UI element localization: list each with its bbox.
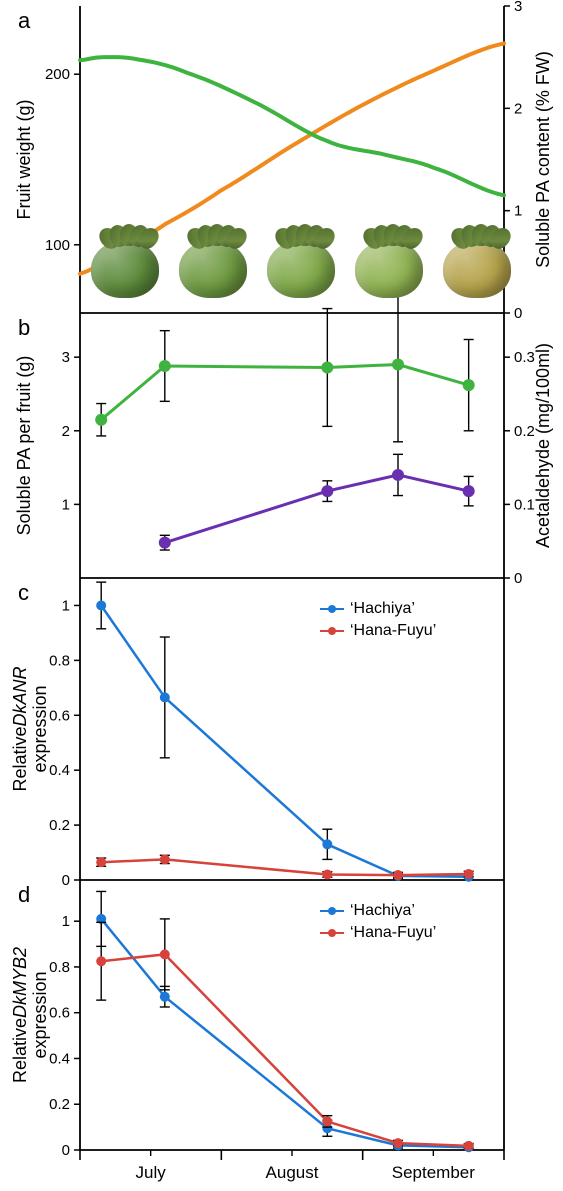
marker-hanafuyu-dkanr	[464, 869, 474, 879]
ytick-l-a-200: 200	[45, 66, 70, 83]
fruit-image-3	[262, 222, 340, 300]
legend-label: ‘Hana-Fuyu’	[350, 622, 436, 640]
figure-root: 1002000123Fruit weight (g)Soluble PA con…	[0, 0, 563, 1191]
legend-marker	[320, 910, 344, 912]
marker-hachiya-dkanr	[96, 600, 106, 610]
marker-acetaldehyde	[463, 485, 475, 497]
marker-acetaldehyde	[159, 537, 171, 549]
ytick-l-b-1: 1	[62, 496, 70, 513]
series-acetaldehyde	[165, 475, 469, 543]
marker-hanafuyu-dkmyb2	[464, 1141, 474, 1151]
fruit-image-4	[350, 222, 428, 300]
ytick-r-b-0.1: 0.1	[514, 496, 535, 513]
marker-hanafuyu-dkanr	[96, 857, 106, 867]
xlabel-September: September	[392, 1163, 475, 1182]
marker-hanafuyu-dkanr	[160, 854, 170, 864]
ytick-r-a-3: 3	[514, 0, 522, 15]
marker-hanafuyu-dkanr	[393, 870, 403, 880]
ytick-l-c-0.2: 0.2	[49, 817, 70, 834]
legend-marker	[320, 932, 344, 934]
ytick-l-c-0.4: 0.4	[49, 762, 70, 779]
panel-label-d: d	[18, 882, 30, 908]
marker-hanafuyu-dkanr	[322, 870, 332, 880]
legend-label: ‘Hachiya’	[350, 600, 415, 618]
ytick-r-b-0.3: 0.3	[514, 349, 535, 366]
marker-hachiya-dkmyb2	[160, 992, 170, 1002]
ylabel-right-b: Acetaldehyde (mg/100ml)	[533, 343, 553, 548]
marker-hachiya-dkanr	[160, 692, 170, 702]
ytick-l-c-0.8: 0.8	[49, 652, 70, 669]
legend-item: ‘Hachiya’	[320, 600, 436, 618]
ytick-l-d-0.6: 0.6	[49, 1005, 70, 1022]
marker-soluble-pa-per-fruit	[321, 361, 333, 373]
ylabel-left-d-1: expression	[30, 971, 50, 1058]
marker-acetaldehyde	[392, 469, 404, 481]
legend-label: ‘Hana-Fuyu’	[350, 924, 436, 942]
legend-marker	[320, 630, 344, 632]
ytick-r-a-2: 2	[514, 100, 522, 117]
panel-label-a: a	[18, 8, 30, 34]
fruit-image-2	[174, 222, 252, 300]
figure-svg: 1002000123Fruit weight (g)Soluble PA con…	[0, 0, 563, 1191]
ytick-l-b-3: 3	[62, 349, 70, 366]
series-soluble-pa-content	[80, 57, 504, 195]
legend-marker	[320, 608, 344, 610]
ylabel-left-a: Fruit weight (g)	[14, 99, 34, 219]
marker-hanafuyu-dkmyb2	[322, 1116, 332, 1126]
ytick-l-c-0.6: 0.6	[49, 707, 70, 724]
panel-label-b: b	[18, 315, 30, 341]
ytick-r-b-0: 0	[514, 570, 522, 587]
ytick-l-d-1: 1	[62, 913, 70, 930]
ytick-l-a-100: 100	[45, 237, 70, 254]
panel-label-c: c	[18, 580, 29, 606]
marker-soluble-pa-per-fruit	[159, 360, 171, 372]
ytick-r-a-0: 0	[514, 305, 522, 322]
xlabel-July: July	[136, 1163, 167, 1182]
ytick-l-b-2: 2	[62, 423, 70, 440]
ylabel-right-a: Soluble PA content (% FW)	[533, 51, 553, 268]
legend-c: ‘Hachiya’ ‘Hana-Fuyu’	[320, 600, 436, 644]
ytick-l-c-0: 0	[62, 872, 70, 889]
fruit-image-5	[438, 222, 516, 300]
ytick-l-d-0.4: 0.4	[49, 1050, 70, 1067]
legend-d: ‘Hachiya’ ‘Hana-Fuyu’	[320, 902, 436, 946]
series-soluble-pa-per-fruit	[101, 365, 469, 420]
ytick-l-c-1: 1	[62, 597, 70, 614]
ytick-r-b-0.2: 0.2	[514, 423, 535, 440]
legend-label: ‘Hachiya’	[350, 902, 415, 920]
legend-item: ‘Hana-Fuyu’	[320, 924, 436, 942]
xlabel-August: August	[266, 1163, 319, 1182]
marker-hachiya-dkanr	[322, 839, 332, 849]
marker-acetaldehyde	[321, 485, 333, 497]
ytick-l-d-0.2: 0.2	[49, 1096, 70, 1113]
ylabel-left-d-0: RelativeDkMYB2	[10, 947, 30, 1083]
ylabel-left-c-1: expression	[30, 685, 50, 772]
series-hanafuyu-dkmyb2	[101, 954, 469, 1146]
marker-hanafuyu-dkmyb2	[96, 956, 106, 966]
ytick-l-d-0.8: 0.8	[49, 959, 70, 976]
series-hachiya-dkmyb2	[101, 919, 469, 1147]
series-hanafuyu-dkanr	[101, 859, 469, 875]
ylabel-left-b: Soluble PA per fruit (g)	[14, 356, 34, 536]
ylabel-left-c-0: RelativeDkANR	[10, 666, 30, 791]
marker-soluble-pa-per-fruit	[463, 379, 475, 391]
series-hachiya-dkanr	[101, 606, 469, 877]
marker-soluble-pa-per-fruit	[392, 359, 404, 371]
legend-item: ‘Hana-Fuyu’	[320, 622, 436, 640]
ytick-r-a-1: 1	[514, 203, 522, 220]
fruit-image-1	[86, 222, 164, 300]
ytick-l-d-0: 0	[62, 1142, 70, 1159]
marker-hanafuyu-dkmyb2	[160, 949, 170, 959]
marker-soluble-pa-per-fruit	[95, 414, 107, 426]
marker-hanafuyu-dkmyb2	[393, 1138, 403, 1148]
legend-item: ‘Hachiya’	[320, 902, 436, 920]
